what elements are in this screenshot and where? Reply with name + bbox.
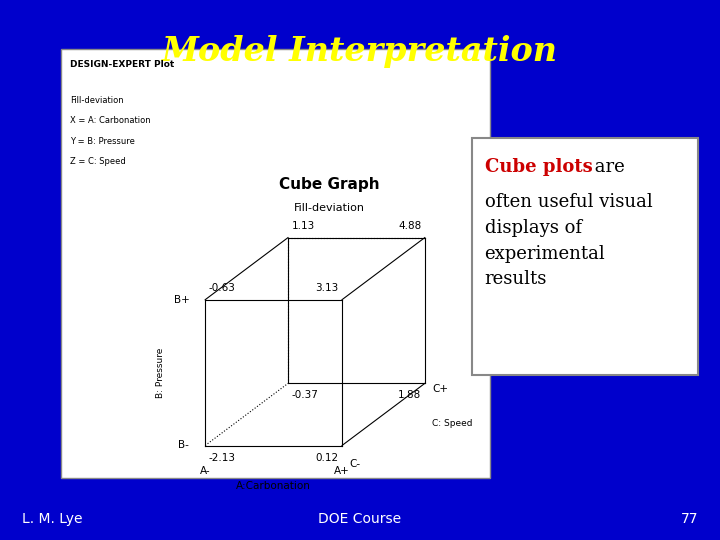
Text: Z = C: Speed: Z = C: Speed — [70, 157, 125, 166]
Text: A+: A+ — [334, 466, 350, 476]
Text: 3.13: 3.13 — [315, 282, 338, 293]
Text: X = A: Carbonation: X = A: Carbonation — [70, 116, 150, 125]
Text: 4.88: 4.88 — [398, 220, 421, 231]
Text: 77: 77 — [681, 512, 698, 526]
Text: 0.12: 0.12 — [315, 453, 338, 463]
Text: -0.37: -0.37 — [292, 390, 318, 401]
Text: Fill-deviation: Fill-deviation — [294, 203, 365, 213]
Text: Model Interpretation: Model Interpretation — [162, 35, 558, 68]
Text: Fill-deviation: Fill-deviation — [70, 96, 123, 105]
Text: DOE Course: DOE Course — [318, 512, 402, 526]
Text: Cube plots: Cube plots — [485, 158, 593, 176]
Text: 1.13: 1.13 — [292, 220, 315, 231]
Text: B: Pressure: B: Pressure — [156, 347, 165, 398]
Text: C: Speed: C: Speed — [432, 418, 472, 428]
FancyBboxPatch shape — [61, 49, 490, 478]
Text: B+: B+ — [174, 295, 189, 305]
Text: often useful visual
displays of
experimental
results: often useful visual displays of experime… — [485, 193, 652, 288]
Text: C-: C- — [349, 459, 360, 469]
Text: DESIGN-EXPERT Plot: DESIGN-EXPERT Plot — [70, 60, 174, 70]
Text: C+: C+ — [432, 384, 448, 394]
Text: -2.13: -2.13 — [209, 453, 236, 463]
Text: A:Carbonation: A:Carbonation — [236, 481, 311, 491]
FancyBboxPatch shape — [472, 138, 698, 375]
Text: Y = B: Pressure: Y = B: Pressure — [70, 137, 135, 146]
Text: Cube Graph: Cube Graph — [279, 177, 379, 192]
Text: are: are — [589, 158, 625, 176]
Text: 1.88: 1.88 — [398, 390, 421, 401]
Text: A-: A- — [200, 466, 210, 476]
Text: L. M. Lye: L. M. Lye — [22, 512, 82, 526]
Text: B-: B- — [179, 441, 189, 450]
Text: -0.63: -0.63 — [209, 282, 235, 293]
